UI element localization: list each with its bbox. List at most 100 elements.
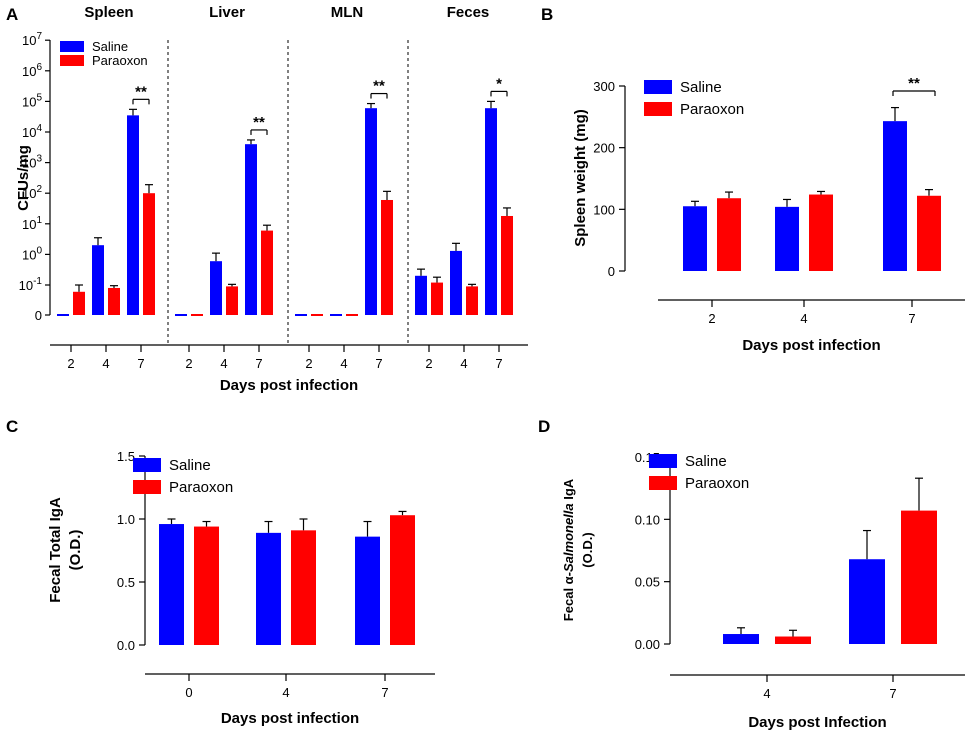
y-tick-label-3: 101 [22, 215, 42, 232]
chart-a: 0 10-1 100 101 102 103 104 105 106 107 CFUs/mg Sali… [15, 4, 528, 394]
x-axis-title: Days post Infection [748, 714, 886, 731]
y-tick-label-1: 0.5 [117, 575, 135, 590]
bar-2-2-paraoxon [381, 199, 393, 315]
bar-3-0-saline [415, 275, 427, 315]
y-tick-label-1: 100 [593, 202, 615, 217]
x-tick-label-2: 7 [381, 685, 388, 700]
y-axis-title: CFUs/mg [15, 145, 32, 211]
y-tick-label-3: 300 [593, 79, 615, 94]
x-tick-label-1-0: 2 [185, 356, 192, 371]
legend-chart-b: Saline Paraoxon [644, 79, 744, 118]
y-tick-label-0: 0.00 [635, 637, 660, 652]
y-tick-label-2: 1.0 [117, 512, 135, 527]
bar-1-2-saline [245, 144, 257, 315]
y-tick-label-8: 106 [22, 62, 42, 79]
bar-3-2-saline [485, 108, 497, 315]
legend-chart-d-swatch-paraoxon [649, 476, 677, 490]
x-tick-label-1: 7 [889, 686, 896, 701]
bar-2-paraoxon [390, 515, 415, 645]
legend-chart-c: Saline Paraoxon [133, 457, 233, 496]
bar-1-paraoxon [901, 510, 937, 644]
legend-chart-d-label-saline: Saline [685, 453, 727, 470]
x-axis-title: Days post infection [220, 377, 358, 394]
legend-chart-b-label-paraoxon: Paraoxon [680, 101, 744, 118]
x-tick-label-1: 4 [282, 685, 289, 700]
y-axis-title-line1: Fecal Total IgA [47, 497, 64, 603]
y-tick-label-2: 0.10 [635, 512, 660, 527]
legend-chart-c-swatch-paraoxon [133, 480, 161, 494]
bar-1-paraoxon [809, 194, 833, 271]
panel-label-b: B [541, 5, 553, 24]
legend-a-swatch-paraoxon [60, 55, 84, 66]
bar-0-paraoxon [775, 636, 811, 644]
x-tick-label-0-0: 2 [67, 356, 74, 371]
x-tick-label-2-2: 7 [375, 356, 382, 371]
chart-c: 0.0 0.5 1.0 1.5 0 4 7 Days post infection Saline… [47, 449, 435, 727]
x-axis-title: Days post infection [742, 337, 880, 354]
bar-0-1-paraoxon [108, 287, 120, 315]
sig-b-label: ** [908, 75, 920, 92]
bar-0-saline [723, 634, 759, 644]
y-tick-label-7: 105 [22, 92, 42, 109]
bar-0-0-paraoxon [73, 291, 85, 315]
group-title-1: Liver [209, 4, 245, 21]
legend-chart-b-label-saline: Saline [680, 79, 722, 96]
bar-0-2-saline [127, 115, 139, 315]
bar-0-2-paraoxon [143, 193, 155, 315]
x-tick-label-3-0: 2 [425, 356, 432, 371]
bar-2-saline [883, 121, 907, 272]
legend-a-label-paraoxon: Paraoxon [92, 53, 148, 68]
x-tick-label-1-1: 4 [220, 356, 227, 371]
legend-chart-c-label-saline: Saline [169, 457, 211, 474]
bar-1-1-paraoxon [226, 286, 238, 315]
y-axis-title: Spleen weight (mg) [572, 109, 589, 247]
bar-0-1-saline [92, 245, 104, 315]
y-tick-label-1: 0.05 [635, 575, 660, 590]
y-tick-label-2: 100 [22, 245, 42, 262]
legend-a-label-saline: Saline [92, 39, 128, 54]
bar-3-2-paraoxon [501, 215, 513, 315]
x-tick-label-2-1: 4 [340, 356, 347, 371]
x-tick-label-0: 2 [708, 311, 715, 326]
x-tick-label-0-1: 4 [102, 356, 109, 371]
group-title-3: Feces [447, 4, 490, 21]
y-tick-label-1: 10-1 [19, 276, 43, 293]
y-tick-label-2: 200 [593, 141, 615, 156]
sig-3-label: * [496, 75, 502, 92]
bar-2-paraoxon [917, 195, 941, 271]
bar-2-2-saline [365, 108, 377, 315]
y-tick-label-0: 0 [608, 264, 615, 279]
sig-0-label: ** [135, 83, 147, 100]
y-tick-label-6: 104 [22, 123, 42, 140]
bar-0-paraoxon [717, 198, 741, 271]
bar-1-2-paraoxon [261, 230, 273, 315]
legend-chart-c-swatch-saline [133, 458, 161, 472]
bar-3-0-paraoxon [431, 282, 443, 315]
legend-chart-d-swatch-saline [649, 454, 677, 468]
y-tick-label-3: 1.5 [117, 449, 135, 464]
bar-0-saline [683, 206, 707, 271]
bar-3-1-saline [450, 250, 462, 315]
y-axis-title-italic: -Salmonella [561, 503, 576, 576]
x-tick-label-1: 4 [800, 311, 807, 326]
legend-chart-d-label-paraoxon: Paraoxon [685, 475, 749, 492]
panel-label-c: C [6, 417, 18, 436]
bar-1-1-saline [210, 261, 222, 315]
group-title-2: MLN [331, 4, 364, 21]
bar-1-saline [849, 559, 885, 644]
x-axis-title: Days post infection [221, 710, 359, 727]
y-tick-label-9: 107 [22, 31, 42, 48]
y-axis-title-line2: (O.D.) [67, 530, 84, 571]
chart-b: 0 100 200 300 2 4 7 Days post infection Saline Pa… [572, 75, 965, 354]
bar-1-paraoxon [291, 530, 316, 645]
y-axis-title-line2: (O.D.) [580, 532, 595, 567]
x-tick-label-0: 0 [185, 685, 192, 700]
x-tick-label-0: 4 [763, 686, 770, 701]
y-tick-label-0: 0 [35, 308, 42, 323]
panel-label-d: D [538, 417, 550, 436]
x-tick-label-1-2: 7 [255, 356, 262, 371]
x-tick-label-2: 7 [908, 311, 915, 326]
